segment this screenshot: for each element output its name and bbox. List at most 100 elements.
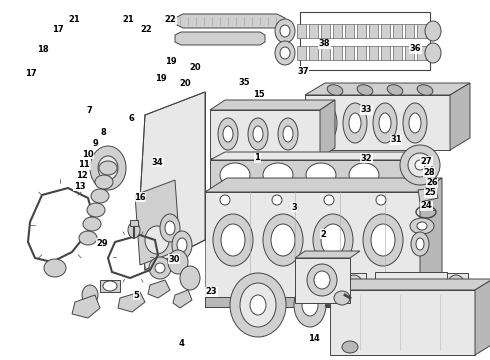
Text: 25: 25 xyxy=(424,188,436,197)
Text: 27: 27 xyxy=(420,157,432,166)
Ellipse shape xyxy=(168,250,188,274)
Ellipse shape xyxy=(321,224,345,256)
Ellipse shape xyxy=(275,41,295,65)
Ellipse shape xyxy=(327,85,343,95)
Polygon shape xyxy=(295,251,360,258)
Ellipse shape xyxy=(451,282,461,296)
Ellipse shape xyxy=(283,126,293,142)
Ellipse shape xyxy=(313,103,337,143)
Ellipse shape xyxy=(378,283,410,327)
Text: 20: 20 xyxy=(179,79,191,88)
Text: 5: 5 xyxy=(133,291,139,300)
Ellipse shape xyxy=(363,214,403,266)
Text: 3: 3 xyxy=(291,202,297,211)
Ellipse shape xyxy=(315,282,325,296)
Ellipse shape xyxy=(83,217,101,231)
Text: 15: 15 xyxy=(253,90,265,99)
Text: 29: 29 xyxy=(96,239,108,248)
Bar xyxy=(308,273,332,305)
Ellipse shape xyxy=(87,203,105,217)
Polygon shape xyxy=(330,290,475,355)
Ellipse shape xyxy=(221,224,245,256)
Ellipse shape xyxy=(381,280,409,312)
Ellipse shape xyxy=(272,195,282,205)
Ellipse shape xyxy=(218,118,238,150)
Ellipse shape xyxy=(253,126,263,142)
Ellipse shape xyxy=(103,281,117,291)
Ellipse shape xyxy=(371,224,395,256)
Ellipse shape xyxy=(263,214,303,266)
Ellipse shape xyxy=(240,283,276,327)
Ellipse shape xyxy=(344,294,360,316)
Ellipse shape xyxy=(357,85,373,95)
Polygon shape xyxy=(210,100,335,110)
Bar xyxy=(381,24,390,38)
Text: 18: 18 xyxy=(37,45,49,54)
Bar xyxy=(369,24,378,38)
Polygon shape xyxy=(320,100,335,158)
Text: 26: 26 xyxy=(426,179,438,188)
Bar xyxy=(321,46,330,60)
Polygon shape xyxy=(210,160,410,190)
Text: 17: 17 xyxy=(24,69,36,78)
Text: 34: 34 xyxy=(152,158,164,166)
Ellipse shape xyxy=(248,118,268,150)
Polygon shape xyxy=(450,83,470,150)
Text: 22: 22 xyxy=(140,25,152,34)
Ellipse shape xyxy=(342,341,358,353)
Ellipse shape xyxy=(213,214,253,266)
Ellipse shape xyxy=(386,294,402,316)
Text: 30: 30 xyxy=(168,255,180,264)
Text: 4: 4 xyxy=(178,339,184,348)
Bar xyxy=(300,12,430,70)
Ellipse shape xyxy=(334,291,350,305)
Text: 7: 7 xyxy=(86,107,92,116)
Polygon shape xyxy=(305,95,450,150)
Ellipse shape xyxy=(155,263,165,273)
Bar xyxy=(342,273,366,305)
Polygon shape xyxy=(175,14,285,28)
Bar xyxy=(321,24,330,38)
Polygon shape xyxy=(140,92,205,270)
Bar xyxy=(417,46,426,60)
Text: 16: 16 xyxy=(134,193,146,202)
Ellipse shape xyxy=(44,259,66,277)
Text: 17: 17 xyxy=(52,25,64,34)
Bar xyxy=(410,273,434,305)
Ellipse shape xyxy=(263,163,293,187)
Ellipse shape xyxy=(230,273,286,337)
Ellipse shape xyxy=(420,288,434,304)
Ellipse shape xyxy=(387,85,403,95)
Ellipse shape xyxy=(412,275,432,303)
Ellipse shape xyxy=(160,214,180,242)
Ellipse shape xyxy=(250,295,266,315)
Bar xyxy=(376,273,400,305)
Polygon shape xyxy=(135,180,180,265)
Polygon shape xyxy=(418,188,438,202)
Bar xyxy=(205,297,420,307)
Ellipse shape xyxy=(98,156,118,180)
Text: 21: 21 xyxy=(69,15,80,24)
Text: 14: 14 xyxy=(308,334,319,343)
Ellipse shape xyxy=(336,283,368,327)
Ellipse shape xyxy=(220,195,230,205)
Text: 24: 24 xyxy=(420,202,432,210)
Bar xyxy=(309,46,318,60)
Ellipse shape xyxy=(95,175,113,189)
Ellipse shape xyxy=(79,231,97,245)
Ellipse shape xyxy=(420,283,452,327)
Ellipse shape xyxy=(307,264,337,296)
Ellipse shape xyxy=(103,162,113,174)
Ellipse shape xyxy=(416,238,424,250)
Ellipse shape xyxy=(400,145,440,185)
Polygon shape xyxy=(148,280,170,298)
Text: 2: 2 xyxy=(320,230,326,239)
Text: 19: 19 xyxy=(155,74,167,83)
Bar xyxy=(369,46,378,60)
Ellipse shape xyxy=(417,282,427,296)
Ellipse shape xyxy=(425,21,441,41)
Ellipse shape xyxy=(149,257,171,279)
Ellipse shape xyxy=(417,85,433,95)
Ellipse shape xyxy=(91,189,109,203)
Bar xyxy=(345,46,354,60)
